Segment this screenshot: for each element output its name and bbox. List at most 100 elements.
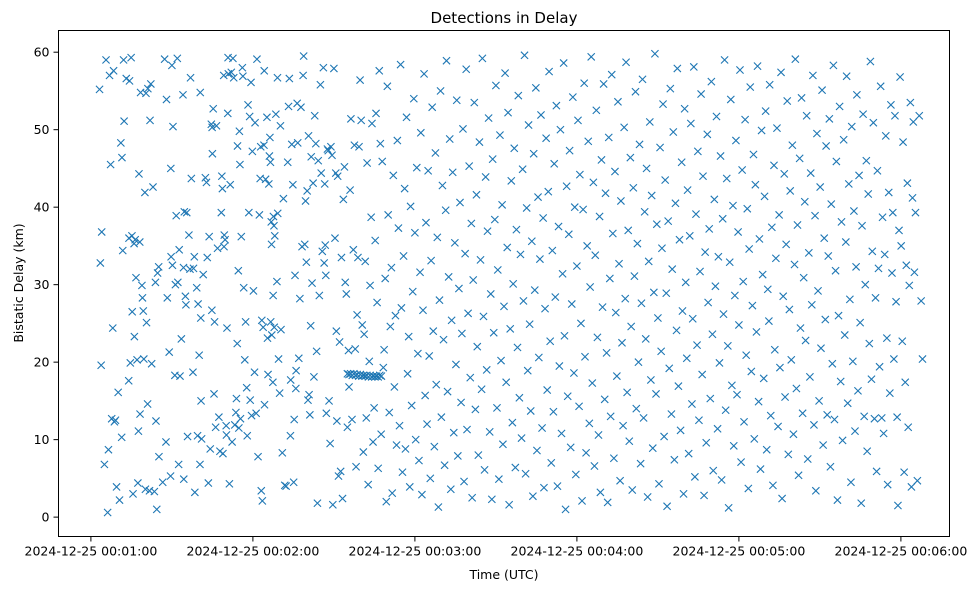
data-point — [111, 416, 120, 425]
data-point — [405, 482, 414, 491]
data-point — [259, 141, 268, 150]
data-point — [700, 491, 709, 500]
y-tick-label: 10 — [34, 432, 50, 447]
data-point — [151, 417, 160, 426]
data-point — [166, 164, 175, 173]
data-point — [188, 368, 197, 377]
data-point — [338, 494, 347, 503]
data-point — [522, 203, 531, 212]
data-point — [767, 223, 776, 232]
data-point — [236, 414, 245, 423]
data-point — [97, 227, 106, 236]
data-point — [409, 94, 418, 103]
data-point — [187, 174, 196, 183]
data-point — [309, 179, 318, 188]
data-point — [803, 455, 812, 463]
data-point — [630, 272, 639, 281]
data-point — [454, 284, 463, 293]
data-point — [449, 428, 458, 437]
data-point — [130, 332, 139, 341]
data-point — [842, 72, 851, 81]
data-point — [500, 302, 508, 311]
data-point — [728, 201, 737, 210]
data-point — [792, 384, 801, 393]
data-point — [235, 160, 244, 169]
data-point — [358, 320, 367, 329]
data-point — [265, 152, 274, 161]
data-point — [515, 393, 524, 402]
data-point — [649, 288, 658, 297]
data-point — [513, 343, 522, 352]
data-point — [644, 257, 653, 266]
data-point — [302, 258, 311, 267]
data-point — [235, 127, 244, 136]
data-point — [768, 481, 777, 490]
data-point — [624, 226, 633, 235]
data-point — [389, 171, 398, 180]
data-point — [687, 400, 696, 408]
data-point — [580, 79, 589, 88]
data-point — [607, 70, 616, 79]
data-point — [222, 431, 231, 439]
data-point — [404, 332, 413, 341]
data-point — [220, 242, 228, 251]
data-point — [423, 420, 432, 429]
data-point — [806, 169, 815, 178]
data-point — [210, 389, 219, 398]
data-point — [814, 286, 822, 295]
data-point — [751, 180, 760, 189]
data-point — [357, 116, 366, 125]
data-point — [883, 480, 892, 489]
data-point — [276, 121, 285, 130]
data-point — [502, 378, 511, 387]
data-point — [384, 210, 393, 219]
data-point — [467, 219, 476, 228]
data-point — [114, 388, 123, 397]
data-point — [284, 102, 293, 111]
data-point — [179, 263, 188, 272]
data-point — [771, 254, 780, 263]
data-point — [345, 382, 354, 391]
data-point — [474, 451, 483, 460]
data-point — [290, 415, 299, 424]
data-point — [787, 355, 796, 364]
data-point — [895, 226, 903, 235]
data-point — [369, 437, 378, 446]
data-point — [334, 472, 343, 481]
data-point — [410, 228, 419, 237]
data-point — [274, 355, 283, 364]
data-point — [820, 234, 829, 243]
data-point — [124, 376, 133, 385]
data-point — [653, 313, 662, 322]
data-point — [146, 79, 155, 88]
data-point — [696, 267, 705, 276]
data-point — [243, 431, 252, 440]
data-point — [132, 273, 140, 282]
data-point — [261, 175, 270, 184]
data-point — [752, 327, 761, 336]
data-point — [275, 389, 284, 398]
data-point — [742, 351, 751, 360]
data-point — [119, 55, 128, 64]
data-point — [377, 430, 386, 439]
data-point — [314, 156, 323, 165]
data-point — [688, 314, 697, 323]
data-point — [270, 323, 279, 332]
data-point — [638, 75, 647, 84]
data-point — [517, 434, 526, 443]
data-point — [377, 372, 386, 381]
data-point — [112, 482, 121, 491]
data-point — [596, 488, 605, 497]
data-point — [511, 463, 520, 472]
data-point — [503, 243, 512, 252]
data-point — [378, 157, 387, 166]
data-point — [888, 208, 897, 217]
data-point — [342, 289, 351, 298]
data-point — [271, 110, 280, 119]
data-point — [400, 184, 409, 193]
data-point — [346, 114, 355, 123]
data-point — [527, 237, 536, 246]
data-point — [673, 64, 682, 73]
data-point — [537, 110, 545, 119]
data-point — [615, 259, 624, 268]
